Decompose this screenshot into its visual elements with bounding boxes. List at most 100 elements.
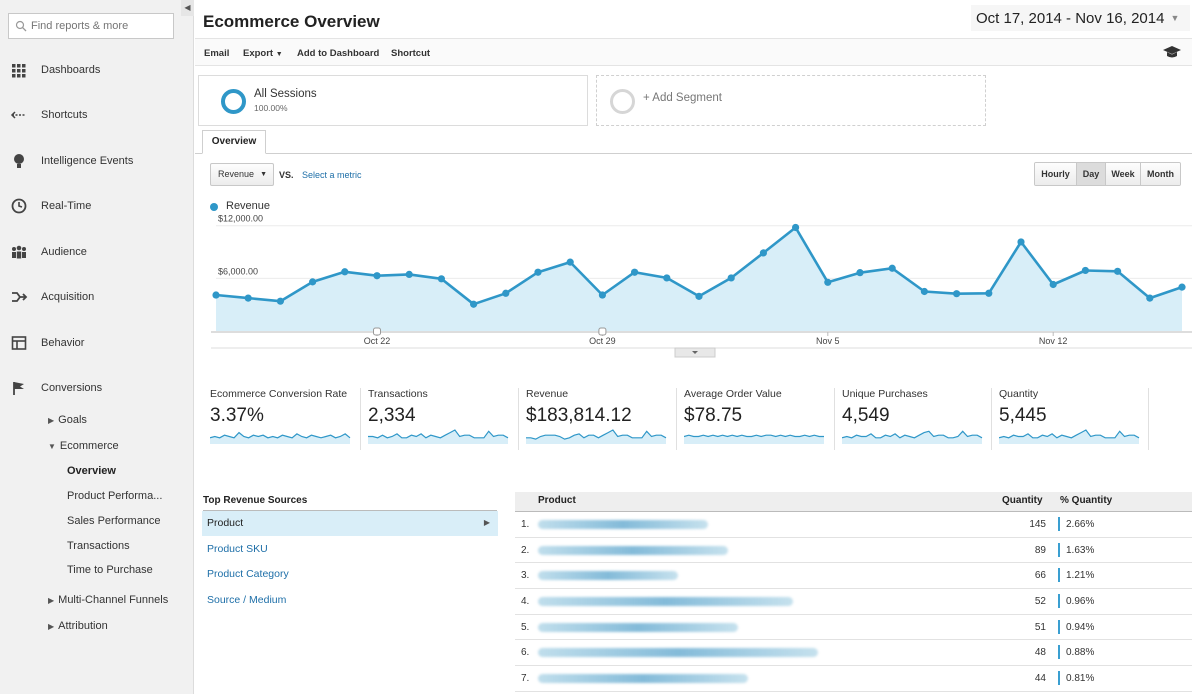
select-metric-link[interactable]: Select a metric (302, 170, 362, 180)
nav-ecommerce-label: Ecommerce (59, 440, 119, 452)
row-percent: 1.63% (1066, 544, 1095, 556)
data-point (1146, 294, 1154, 302)
nav-conversions[interactable]: Conversions (0, 373, 194, 403)
nav-transactions[interactable]: Transactions (67, 540, 130, 552)
column-quantity[interactable]: Quantity (1002, 495, 1043, 506)
nav-dashboards[interactable]: Dashboards (0, 55, 194, 85)
period-day-button[interactable]: Day (1077, 163, 1106, 185)
row-quantity: 89 (1034, 544, 1046, 556)
scorecard-divider (991, 388, 992, 450)
scorecard[interactable]: Average Order Value $78.75 (684, 386, 834, 450)
collapse-sidebar-icon[interactable]: ◀ (181, 0, 194, 16)
scorecard[interactable]: Transactions 2,334 (368, 386, 518, 450)
segment-all-sessions[interactable]: All Sessions 100.00% (198, 75, 588, 126)
search-box[interactable] (8, 13, 174, 39)
collapse-arrow-icon: ▼ (48, 442, 56, 451)
percent-bar (1058, 542, 1060, 557)
table-row[interactable]: 6. 48 0.88% (515, 640, 1192, 667)
tab-bar-divider (195, 153, 1192, 154)
row-percent: 0.94% (1066, 621, 1095, 633)
lightbulb-icon (14, 154, 24, 168)
metric-dropdown[interactable]: Revenue ▼ (210, 163, 274, 186)
revenue-source-item[interactable]: Product Category (202, 562, 498, 587)
data-point (663, 274, 671, 282)
table-row[interactable]: 1. 145 2.66% (515, 512, 1192, 538)
product-table-header: Product Quantity % Quantity (515, 492, 1192, 512)
nav-sales-performance[interactable]: Sales Performance (67, 515, 161, 527)
graduation-cap-icon[interactable] (1163, 45, 1181, 59)
nav-time-to-purchase[interactable]: Time to Purchase (67, 564, 153, 576)
shortcut-button[interactable]: Shortcut (391, 48, 431, 59)
revenue-source-label: Product SKU (207, 543, 268, 555)
search-icon (15, 20, 27, 32)
scorecard[interactable]: Ecommerce Conversion Rate 3.37% (210, 386, 360, 450)
table-row[interactable]: 5. 51 0.94% (515, 615, 1192, 641)
product-table: Product Quantity % Quantity 1. 145 2.66% 2.… (515, 492, 1192, 692)
table-row[interactable]: 4. 52 0.96% (515, 589, 1192, 615)
nav-multi-channel-funnels[interactable]: ▶ Multi-Channel Funnels (48, 594, 168, 606)
export-button[interactable]: Export ▼ (243, 48, 283, 59)
percent-bar (1058, 594, 1060, 609)
revenue-source-item[interactable]: Product ▶ (202, 511, 498, 536)
redacted-product-name (538, 545, 728, 555)
dashboards-icon (12, 64, 26, 78)
tab-overview[interactable]: Overview (202, 130, 266, 154)
revenue-source-item[interactable]: Product SKU (202, 537, 498, 562)
nav-behavior[interactable]: Behavior (0, 328, 194, 358)
nav-audience[interactable]: Audience (0, 237, 194, 267)
nav-goals[interactable]: ▶ Goals (48, 414, 87, 426)
scorecard-value: $183,814.12 (526, 405, 632, 426)
row-percent: 0.88% (1066, 647, 1095, 659)
nav-product-performance[interactable]: Product Performa... (67, 490, 163, 502)
row-quantity: 145 (1029, 519, 1046, 530)
nav-ecommerce-overview[interactable]: Overview (67, 465, 116, 477)
column-product[interactable]: Product (538, 495, 576, 506)
table-row[interactable]: 7. 44 0.81% (515, 666, 1192, 692)
top-revenue-sources-header: Top Revenue Sources (203, 495, 497, 511)
row-rank: 1. (521, 519, 530, 530)
table-row[interactable]: 2. 89 1.63% (515, 538, 1192, 564)
scorecard-label: Revenue (526, 388, 569, 400)
nav-shortcuts[interactable]: Shortcuts (0, 100, 194, 130)
nav-label: Shortcuts (41, 109, 88, 121)
scorecard[interactable]: Quantity 5,445 (999, 386, 1149, 450)
period-hourly-button[interactable]: Hourly (1035, 163, 1077, 185)
data-point (1081, 266, 1089, 275)
add-segment-button[interactable]: + Add Segment (596, 75, 986, 126)
sparkline-line (526, 429, 667, 440)
sparkline-area (999, 430, 1139, 444)
date-range-picker[interactable]: Oct 17, 2014 - Nov 16, 2014 ▼ (971, 5, 1190, 31)
search-input[interactable] (31, 20, 171, 32)
data-point (824, 278, 832, 286)
data-point (1178, 283, 1186, 291)
metric-dropdown-value: Revenue (218, 169, 255, 179)
period-month-button[interactable]: Month (1141, 163, 1180, 185)
period-week-button[interactable]: Week (1106, 163, 1141, 185)
row-rank: 7. (521, 673, 530, 685)
nav-acquisition[interactable]: Acquisition (0, 282, 194, 312)
percent-bar (1058, 568, 1060, 583)
email-button[interactable]: Email (204, 48, 230, 59)
table-row[interactable]: 3. 66 1.21% (515, 563, 1192, 590)
empty-segment-ring-icon (610, 89, 635, 114)
data-point (534, 268, 542, 276)
redacted-product-name (538, 571, 678, 581)
revenue-chart[interactable]: $12,000.00 $6,000.00 Oct 22 Oct 29 Nov 5 Nov … (195, 195, 1192, 360)
revenue-source-item[interactable]: Source / Medium (202, 588, 498, 613)
column-percent-quantity[interactable]: % Quantity (1060, 495, 1113, 506)
nav-real-time[interactable]: Real-Time (0, 191, 194, 221)
data-point (373, 272, 381, 280)
data-point (856, 269, 864, 277)
acquisition-icon (12, 292, 28, 302)
nav-label: Audience (41, 246, 87, 258)
nav-ecommerce[interactable]: ▼ Ecommerce (48, 440, 119, 452)
scorecard[interactable]: Revenue $183,814.12 (526, 386, 676, 450)
add-to-dashboard-button[interactable]: Add to Dashboard (297, 48, 380, 59)
segment-name: All Sessions (254, 88, 317, 100)
scorecard[interactable]: Unique Purchases 4,549 (842, 386, 992, 450)
nav-attribution[interactable]: ▶ Attribution (48, 620, 108, 632)
scorecard-label: Unique Purchases (842, 388, 928, 400)
nav-intelligence-events[interactable]: Intelligence Events (0, 146, 194, 176)
data-point (309, 278, 317, 286)
chevron-down-icon: ▼ (260, 171, 267, 178)
